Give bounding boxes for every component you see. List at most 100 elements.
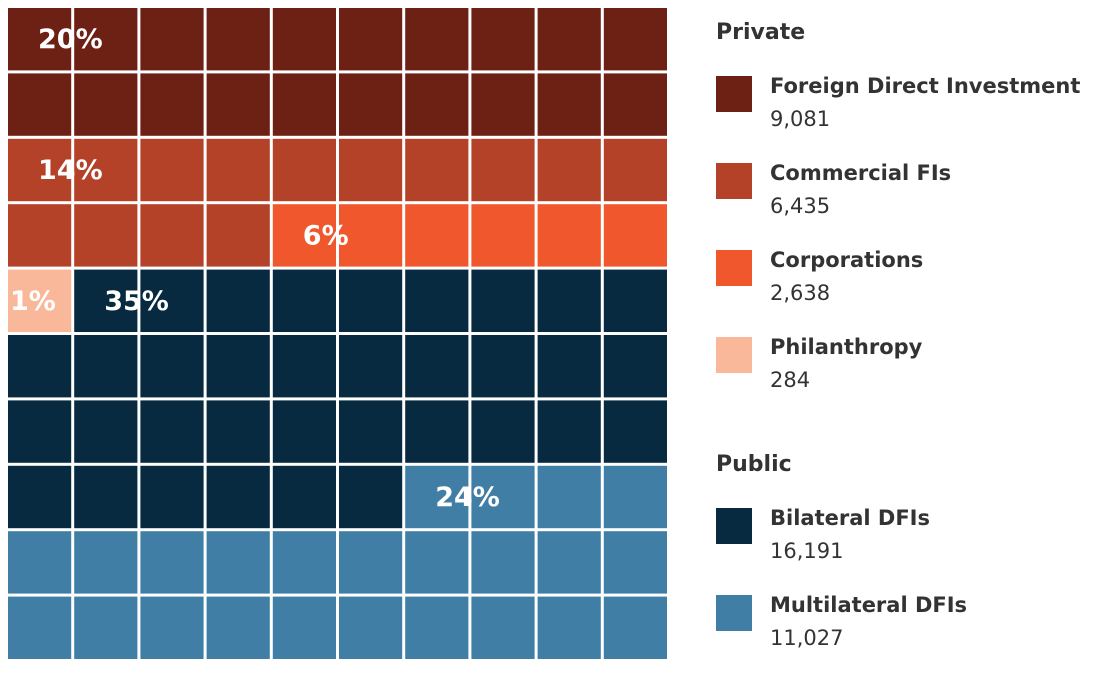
waffle-cell: [74, 8, 138, 71]
waffle-cell: [140, 596, 204, 659]
waffle-cell: [339, 335, 403, 398]
waffle-cell: [603, 204, 667, 267]
waffle-cell: [206, 531, 270, 594]
waffle-cell: [339, 465, 403, 529]
legend-name: Bilateral DFIs: [770, 506, 930, 530]
share-label: 6%: [303, 220, 349, 251]
waffle-cell: [140, 204, 204, 267]
waffle-cell: [74, 531, 138, 594]
waffle-cell: [206, 335, 270, 398]
legend-value: 11,027: [770, 626, 843, 650]
waffle-cell: [603, 269, 667, 332]
waffle-cell: [603, 73, 667, 136]
waffle-cell: [8, 335, 72, 398]
waffle-cell: [8, 204, 72, 267]
waffle-cell: [537, 400, 601, 463]
waffle-cell: [537, 73, 601, 136]
waffle-cell: [405, 531, 469, 594]
waffle-cell: [339, 73, 403, 136]
share-label: 35%: [104, 286, 169, 317]
waffle-cell: [206, 465, 270, 529]
waffle-cell: [471, 269, 535, 332]
waffle-cell: [405, 269, 469, 332]
waffle-cell: [603, 596, 667, 659]
waffle-cell: [405, 335, 469, 398]
waffle-cell: [603, 531, 667, 594]
share-label: 24%: [435, 482, 500, 513]
waffle-cell: [471, 73, 535, 136]
waffle-cell: [405, 204, 469, 267]
waffle-cell: [74, 465, 138, 529]
waffle-cell: [537, 335, 601, 398]
waffle-cell: [537, 531, 601, 594]
waffle-cell: [8, 269, 72, 332]
legend-group-title: Public: [716, 452, 792, 477]
legend-value: 9,081: [770, 107, 830, 131]
waffle-cell: [272, 73, 336, 136]
waffle-cell: [140, 269, 204, 332]
legend-name: Corporations: [770, 248, 923, 272]
waffle-cell: [140, 335, 204, 398]
waffle-cell: [272, 8, 336, 71]
share-label: 20%: [38, 24, 103, 55]
waffle-cell: [603, 400, 667, 463]
waffle-cell: [537, 596, 601, 659]
waffle-cell: [339, 138, 403, 202]
waffle-cell: [339, 531, 403, 594]
legend-swatch: [716, 163, 752, 199]
waffle-cell: [471, 8, 535, 71]
waffle-cell: [339, 400, 403, 463]
legend-swatch: [716, 76, 752, 112]
legend-swatch: [716, 250, 752, 286]
waffle-cell: [603, 335, 667, 398]
waffle-cell: [8, 138, 72, 202]
waffle-cell: [8, 596, 72, 659]
legend-group-title: Private: [716, 20, 805, 45]
share-label: 14%: [38, 155, 103, 186]
waffle-cell: [471, 465, 535, 529]
waffle-cell: [272, 335, 336, 398]
waffle-cell: [339, 596, 403, 659]
waffle-cell: [140, 531, 204, 594]
waffle-cell: [405, 138, 469, 202]
waffle-cell: [206, 73, 270, 136]
waffle-cell: [405, 73, 469, 136]
waffle-cell: [471, 400, 535, 463]
waffle-cell: [8, 400, 72, 463]
waffle-cell: [140, 73, 204, 136]
waffle-cell: [140, 465, 204, 529]
legend-swatch: [716, 508, 752, 544]
waffle-cell: [405, 465, 469, 529]
waffle-cell: [603, 138, 667, 202]
waffle-cell: [272, 465, 336, 529]
legend-value: 284: [770, 368, 810, 392]
waffle-cell: [339, 8, 403, 71]
waffle-cell: [206, 596, 270, 659]
waffle-cell: [603, 465, 667, 529]
waffle-cell: [206, 269, 270, 332]
waffle-cell: [74, 269, 138, 332]
waffle-cell: [74, 138, 138, 202]
waffle-cell: [206, 138, 270, 202]
waffle-cell: [603, 8, 667, 71]
waffle-cell: [471, 335, 535, 398]
share-label: 1%: [10, 286, 56, 317]
legend-name: Multilateral DFIs: [770, 593, 967, 617]
legend-value: 6,435: [770, 194, 830, 218]
waffle-cell: [537, 269, 601, 332]
waffle-cell: [405, 400, 469, 463]
waffle-cell: [140, 8, 204, 71]
waffle-cell: [74, 596, 138, 659]
waffle-cell: [272, 596, 336, 659]
waffle-cell: [405, 8, 469, 71]
waffle-cell: [74, 400, 138, 463]
waffle-cell: [206, 400, 270, 463]
legend-swatch: [716, 337, 752, 373]
waffle-cell: [471, 204, 535, 267]
waffle-cell: [272, 138, 336, 202]
waffle-cell: [8, 8, 72, 71]
legend-name: Philanthropy: [770, 335, 923, 359]
waffle-cell: [339, 204, 403, 267]
waffle-cell: [405, 596, 469, 659]
